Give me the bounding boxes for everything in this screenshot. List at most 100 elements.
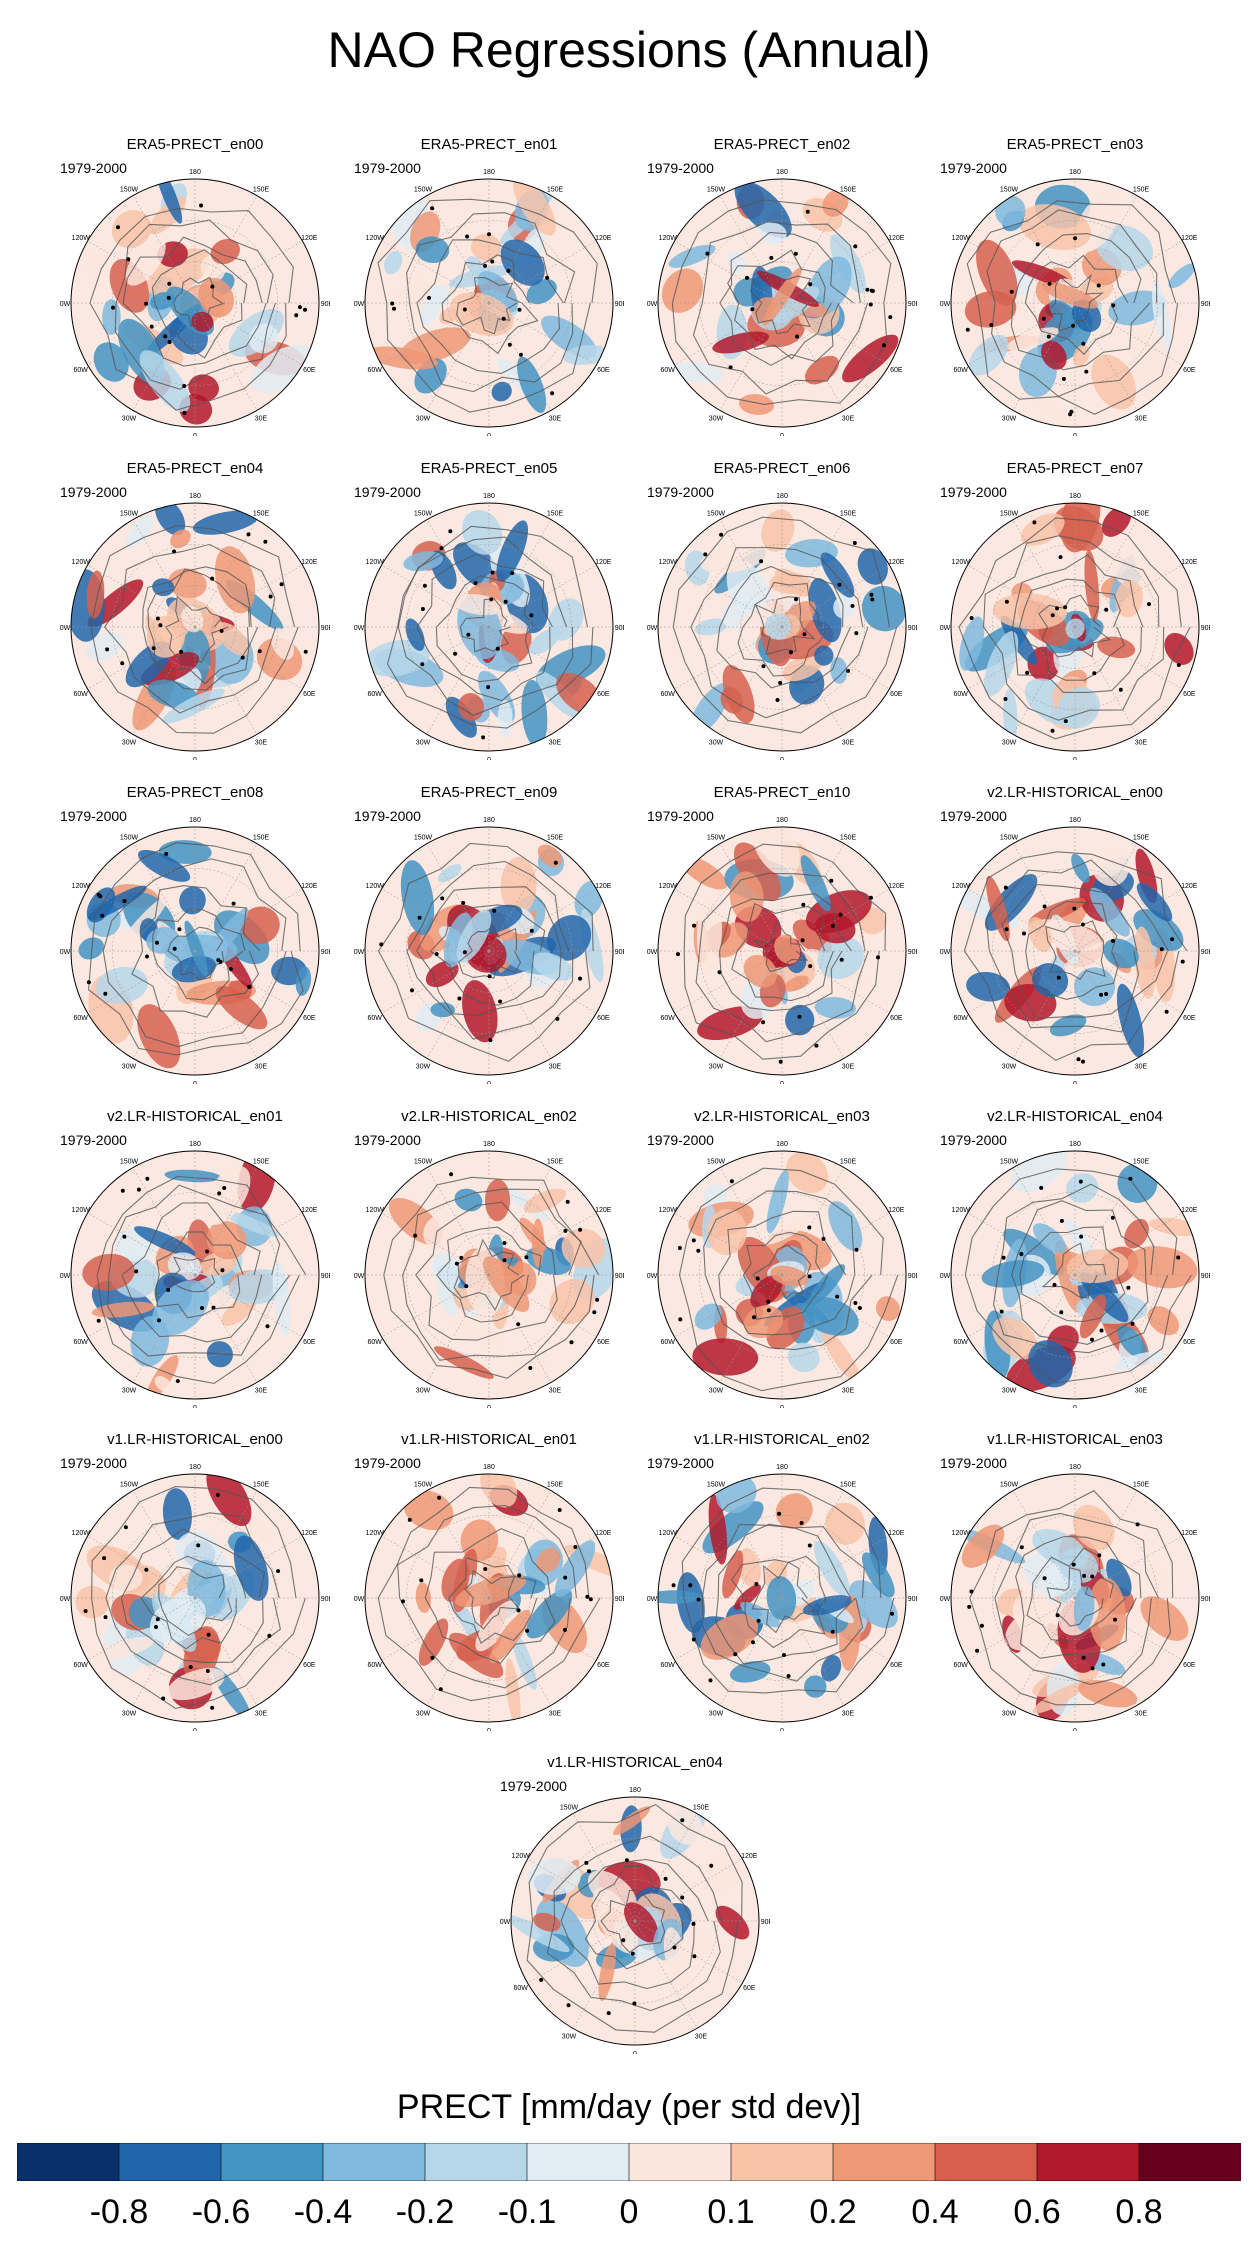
polar-map: 180 150E 120E 90E 60E 30E 0 30W 60W 90W 120W 150W (647, 1141, 917, 1408)
colorbar-tick-label: 0.2 (809, 2193, 857, 2231)
lon-tick-label: 30E (549, 1387, 562, 1394)
panel-title: v1.LR-HISTORICAL_en04 (547, 1754, 723, 1771)
lon-tick-label: 150E (253, 1159, 270, 1166)
panel-period: 1979-2000 (60, 808, 127, 824)
lon-tick-label: 90W (60, 949, 71, 956)
lon-tick-label: 180 (776, 1464, 788, 1471)
lon-tick-label: 120W (952, 235, 971, 242)
lon-tick-label: 120W (366, 235, 385, 242)
lon-tick-label: 180 (1069, 493, 1081, 500)
polar-map: 180 150E 120E 90E 60E 30E 0 30W 60W 90W 120W 150W (940, 169, 1210, 436)
lon-tick-label: 0 (780, 1081, 784, 1084)
map-panel: v2.LR-HISTORICAL_en03 1979-2000 180 150E 120… (647, 1108, 917, 1408)
lon-tick-label: 90W (354, 1273, 365, 1280)
lon-tick-label: 30E (695, 2033, 708, 2040)
polar-map: 180 150E 120E 90E 60E 30E 0 30W 60W 90W 120W 150W (354, 493, 624, 760)
lon-tick-label: 0 (487, 1728, 491, 1731)
panel-title: v1.LR-HISTORICAL_en00 (107, 1431, 283, 1448)
map-panel: v1.LR-HISTORICAL_en00 1979-2000 180 150E 120… (60, 1431, 330, 1731)
lon-tick-label: 30E (549, 415, 562, 422)
polar-map: 180 150E 120E 90E 60E 30E 0 30W 60W 90W 120W 150W (647, 1464, 917, 1731)
lon-tick-label: 0 (780, 433, 784, 436)
lon-tick-label: 30E (842, 739, 855, 746)
colorbar-segment (118, 2143, 222, 2181)
lon-tick-label: 60E (303, 367, 316, 374)
lon-tick-label: 30E (255, 415, 268, 422)
map-panel: ERA5-PRECT_en02 1979-2000 180 150E 120E 90E 60… (647, 136, 917, 436)
lon-tick-label: 90E (615, 625, 624, 632)
lon-tick-label: 180 (1069, 817, 1081, 824)
polar-map: 180 150E 120E 90E 60E 30E 0 30W 60W 90W 120W 150W (940, 1141, 1210, 1408)
lon-tick-label: 120W (72, 1530, 91, 1537)
lon-tick-label: 30W (1002, 415, 1017, 422)
lon-tick-label: 90E (908, 949, 917, 956)
lon-tick-label: 180 (189, 1141, 201, 1148)
lon-tick-label: 150E (1133, 1159, 1150, 1166)
colorbar-tick-label: 0.8 (1115, 2193, 1163, 2231)
lon-tick-label: 180 (776, 169, 788, 176)
lon-tick-label: 0 (487, 1405, 491, 1408)
lon-tick-label: 150W (1000, 1482, 1019, 1489)
colorbar-segment (17, 2143, 120, 2181)
lon-tick-label: 150E (840, 1159, 857, 1166)
lon-tick-label: 0 (1073, 757, 1077, 760)
lon-tick-label: 30W (1002, 1063, 1017, 1070)
lon-tick-label: 30E (255, 1710, 268, 1717)
lon-tick-label: 90E (615, 1596, 624, 1603)
lon-tick-label: 60W (73, 691, 88, 698)
lon-tick-label: 30W (416, 1710, 431, 1717)
map-panel: v1.LR-HISTORICAL_en03 1979-2000 180 150E 120… (940, 1431, 1210, 1731)
lon-tick-label: 60E (890, 1662, 903, 1669)
lon-tick-label: 150E (840, 187, 857, 194)
lon-tick-label: 90W (354, 301, 365, 308)
lon-tick-label: 90E (908, 1596, 917, 1603)
lon-tick-label: 30W (416, 415, 431, 422)
lon-tick-label: 90E (321, 949, 330, 956)
lon-tick-label: 150E (1133, 187, 1150, 194)
panel-title: v1.LR-HISTORICAL_en01 (401, 1431, 577, 1448)
lon-tick-label: 60W (367, 1339, 382, 1346)
colorbar-title: PRECT [mm/day (per std dev)] (396, 2088, 862, 2126)
lon-tick-label: 60W (367, 691, 382, 698)
panel-title: v2.LR-HISTORICAL_en01 (107, 1108, 283, 1125)
lon-tick-label: 120W (72, 235, 91, 242)
lon-tick-label: 180 (629, 1787, 641, 1794)
lon-tick-label: 30E (1135, 1063, 1148, 1070)
lon-tick-label: 90W (647, 301, 658, 308)
lon-tick-label: 180 (189, 1464, 201, 1471)
lon-tick-label: 120W (659, 1207, 678, 1214)
panel-period: 1979-2000 (354, 1132, 421, 1148)
polar-map: 180 150E 120E 90E 60E 30E 0 30W 60W 90W 120W 150W (940, 817, 1210, 1084)
lon-tick-label: 90E (1201, 625, 1210, 632)
lon-tick-label: 60E (1183, 367, 1196, 374)
polar-map: 180 150E 120E 90E 60E 30E 0 30W 60W 90W 120W 150W (354, 1464, 624, 1731)
lon-tick-label: 30W (122, 739, 137, 746)
lon-tick-label: 90W (940, 1596, 951, 1603)
lon-tick-label: 30W (416, 1063, 431, 1070)
lon-tick-label: 180 (776, 493, 788, 500)
lon-tick-label: 60W (953, 1015, 968, 1022)
panel-period: 1979-2000 (940, 1132, 1007, 1148)
lon-tick-label: 120E (741, 1853, 758, 1860)
panel-period: 1979-2000 (647, 808, 714, 824)
colorbar-segment (220, 2143, 324, 2181)
colorbar-segment (730, 2143, 834, 2181)
lon-tick-label: 90W (940, 625, 951, 632)
panel-period: 1979-2000 (60, 484, 127, 500)
lon-tick-label: 30W (122, 1710, 137, 1717)
lon-tick-label: 90W (500, 1919, 511, 1926)
polar-map: 180 150E 120E 90E 60E 30E 0 30W 60W 90W 120W 150W (60, 817, 330, 1084)
lon-tick-label: 0 (780, 1728, 784, 1731)
lon-tick-label: 60E (597, 1662, 610, 1669)
lon-tick-label: 60E (890, 1339, 903, 1346)
lon-tick-label: 0 (1073, 1728, 1077, 1731)
colorbar-segment (934, 2143, 1038, 2181)
lon-tick-label: 120E (301, 235, 318, 242)
lon-tick-label: 30E (1135, 739, 1148, 746)
lon-tick-label: 150E (693, 1805, 710, 1812)
lon-tick-label: 30E (255, 739, 268, 746)
lon-tick-label: 120W (366, 1530, 385, 1537)
lon-tick-label: 120E (888, 235, 905, 242)
lon-tick-label: 0 (193, 1728, 197, 1731)
lon-tick-label: 30W (709, 415, 724, 422)
